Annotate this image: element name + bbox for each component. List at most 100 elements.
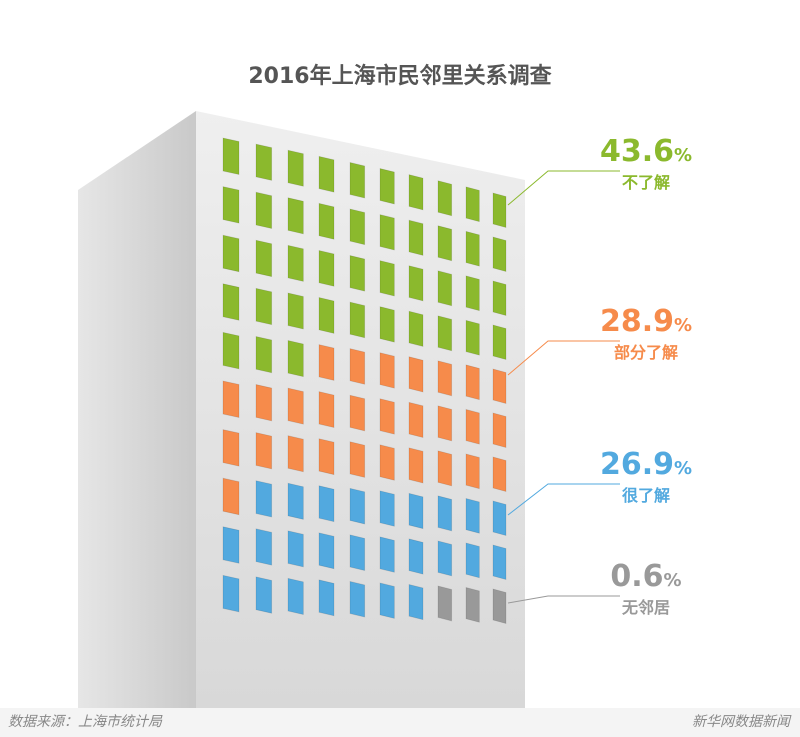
- window-cell: [287, 530, 304, 568]
- window-cell: [465, 497, 480, 534]
- window-cell: [379, 536, 395, 573]
- window-cell: [318, 579, 335, 617]
- window-cell: [222, 186, 240, 224]
- footer: 数据来源：上海市统计局 新华网数据新闻: [0, 708, 800, 737]
- window-cell: [408, 174, 424, 211]
- percent-value: 26.9%: [599, 447, 693, 482]
- window-cell: [349, 255, 366, 292]
- window-cell: [408, 538, 424, 575]
- data-label: 26.9% 很了解: [596, 448, 696, 506]
- category-name: 很了解: [621, 486, 670, 505]
- window-cell: [379, 260, 395, 297]
- window-cell: [287, 292, 304, 330]
- percent-value: 43.6%: [599, 134, 693, 169]
- percent-value: 28.9%: [599, 304, 693, 339]
- window-cell: [349, 441, 366, 478]
- window-cell: [492, 588, 507, 625]
- window-cell: [349, 348, 366, 385]
- window-cell: [222, 526, 240, 564]
- window-cell: [222, 283, 240, 321]
- window-cell: [379, 352, 395, 389]
- window-cell: [492, 280, 507, 317]
- window-cell: [408, 356, 424, 393]
- window-cell: [408, 401, 424, 439]
- window-cell: [222, 574, 240, 613]
- chart-title: 2016年上海市民邻里关系调查: [248, 64, 552, 89]
- leader-line: [507, 340, 620, 376]
- window-cell: [287, 482, 304, 520]
- window-cell: [379, 306, 395, 343]
- window-cell: [287, 340, 304, 378]
- leader-line: [507, 595, 620, 604]
- brand: 新华网数据新闻: [692, 714, 790, 730]
- window-cell: [379, 168, 395, 205]
- window-cell: [437, 180, 453, 217]
- window-cell: [492, 412, 507, 449]
- window-cell: [379, 582, 395, 619]
- window-cell: [287, 244, 304, 282]
- window-cell: [408, 492, 424, 530]
- window-cell: [465, 453, 480, 490]
- window-cell: [222, 331, 240, 370]
- window-cell: [408, 265, 424, 302]
- window-cell: [465, 408, 480, 445]
- window-cell: [255, 576, 273, 614]
- window-cell: [318, 532, 335, 570]
- window-cell: [255, 432, 273, 470]
- window-cell: [492, 544, 507, 581]
- window-cell: [437, 585, 453, 622]
- data-label: 0.6% 无邻居: [596, 560, 696, 618]
- window-cell: [318, 202, 335, 240]
- building-side: [78, 111, 196, 708]
- window-cell: [437, 495, 453, 532]
- data-label: 28.9% 部分了解: [596, 305, 696, 363]
- window-cell: [255, 480, 273, 518]
- leader-line: [507, 483, 620, 516]
- window-cell: [408, 447, 424, 484]
- window-cell: [437, 540, 453, 577]
- category-name: 无邻居: [621, 598, 670, 617]
- window-cell: [492, 192, 507, 229]
- window-cell: [379, 398, 395, 435]
- window-cell: [255, 191, 273, 229]
- window-cell: [222, 234, 240, 273]
- window-cell: [349, 580, 366, 618]
- window-cell: [437, 405, 453, 442]
- window-cell: [437, 360, 453, 397]
- window-cell: [379, 444, 395, 481]
- category-name: 不了解: [621, 173, 670, 192]
- window-cell: [437, 270, 453, 307]
- window-cell: [465, 230, 480, 267]
- window-cell: [318, 155, 335, 193]
- window-cell: [349, 487, 366, 525]
- window-cell: [465, 319, 480, 356]
- window-cell: [287, 435, 304, 473]
- window-cell: [349, 301, 366, 339]
- leader-line: [507, 170, 620, 206]
- window-cell: [408, 219, 424, 256]
- window-cell: [465, 364, 480, 401]
- window-cell: [222, 137, 240, 175]
- window-cell: [379, 490, 395, 527]
- window-cell: [349, 534, 366, 572]
- window-cell: [318, 438, 335, 476]
- window-cell: [318, 249, 335, 287]
- window-cell: [318, 485, 335, 523]
- data-source: 数据来源：上海市统计局: [8, 714, 162, 730]
- window-cell: [492, 324, 507, 361]
- window-cell: [255, 384, 273, 422]
- window-cell: [287, 197, 304, 235]
- window-cell: [287, 149, 304, 187]
- window-cell: [222, 477, 240, 516]
- window-cell: [492, 500, 507, 537]
- window-cell: [492, 456, 507, 493]
- window-cell: [465, 542, 480, 579]
- window-cell: [318, 344, 335, 381]
- window-cell: [349, 208, 366, 246]
- window-cell: [437, 225, 453, 262]
- data-label: 43.6% 不了解: [596, 135, 696, 193]
- window-cell: [437, 450, 453, 487]
- window-cell: [465, 275, 480, 312]
- window-cell: [255, 335, 273, 374]
